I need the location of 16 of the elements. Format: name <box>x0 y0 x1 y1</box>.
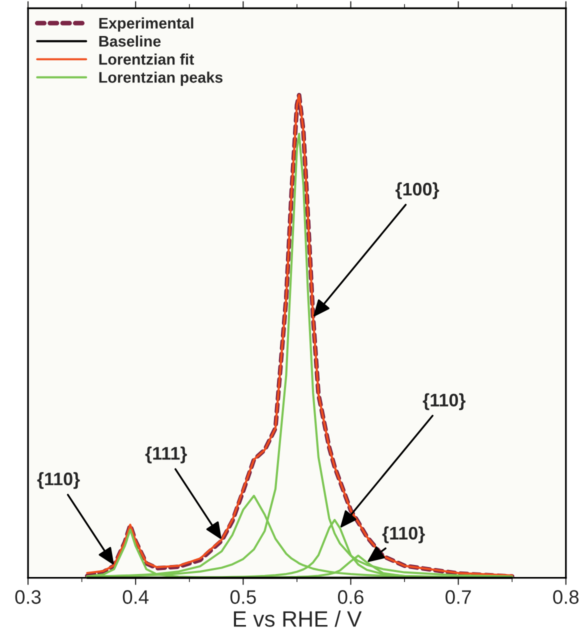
legend-label: Lorentzian fit <box>99 54 194 65</box>
legend-label: Baseline <box>99 35 161 47</box>
annotation: {110} <box>382 526 425 544</box>
x-axis-title: E vs RHE / V <box>234 610 362 627</box>
x-tick-label: 0.7 <box>446 590 471 604</box>
annotation: {110} <box>37 472 80 489</box>
x-tick-label: 0.6 <box>338 590 364 604</box>
x-tick-label: 0.8 <box>553 590 579 604</box>
annotation: {100} <box>395 182 440 200</box>
x-tick-label: 0.3 <box>15 590 41 604</box>
legend-label: Lorentzian peaks <box>99 72 222 86</box>
x-tick-label: 0.4 <box>122 590 149 604</box>
x-tick-label: 0.5 <box>230 590 256 604</box>
legend-label: Experimental <box>99 17 194 32</box>
annotation: {111} <box>145 446 187 464</box>
annotation: {110} <box>422 393 466 410</box>
